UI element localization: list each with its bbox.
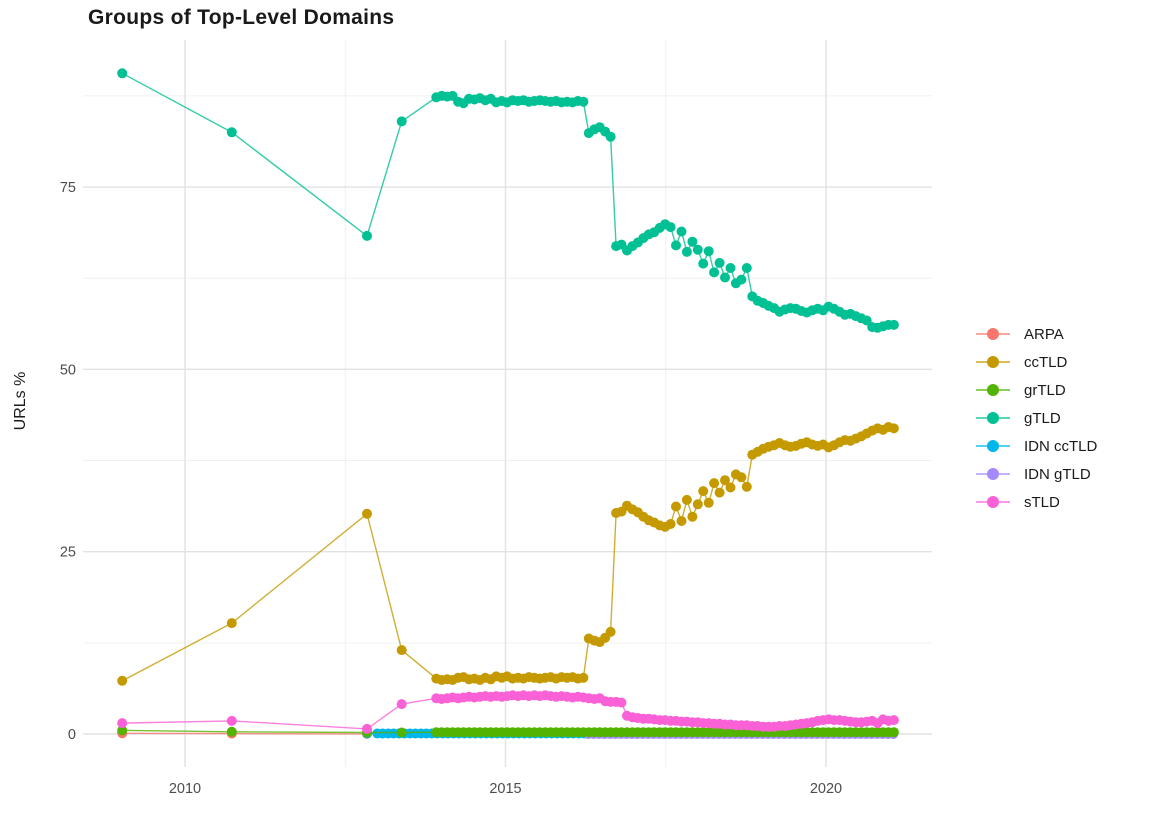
- data-point: [226, 726, 237, 737]
- legend: ARPA ccTLD grTLD gTLD IDN ccTLD IDN gTLD sTLD: [976, 320, 1097, 516]
- data-point: [605, 131, 616, 142]
- legend-label: sTLD: [1024, 493, 1060, 511]
- tick-labels: 0 25 50 75 2010 2015 2020: [60, 180, 842, 797]
- data-point: [226, 715, 237, 726]
- data-point: [725, 263, 736, 273]
- data-point: [861, 315, 872, 326]
- data-point: [578, 672, 589, 683]
- data-point: [692, 499, 703, 510]
- legend-item-grtld: grTLD: [976, 376, 1097, 404]
- legend-key-icon: [976, 383, 1010, 397]
- series-arpa: [117, 728, 372, 739]
- data-point: [703, 497, 714, 508]
- y-tick-label: 0: [68, 727, 76, 743]
- data-point: [741, 481, 752, 492]
- legend-item-idn-cctld: IDN ccTLD: [976, 432, 1097, 460]
- legend-key-icon: [976, 467, 1010, 481]
- data-point: [714, 257, 725, 268]
- series-gtld: [117, 68, 899, 333]
- data-point: [226, 127, 237, 138]
- data-point: [676, 516, 687, 526]
- data-point: [687, 511, 698, 522]
- data-point: [117, 718, 128, 729]
- data-point: [578, 96, 589, 107]
- data-point: [681, 246, 692, 257]
- legend-item-arpa: ARPA: [976, 320, 1097, 348]
- data-point: [698, 486, 709, 497]
- legend-key-icon: [976, 327, 1010, 341]
- data-point: [362, 723, 372, 734]
- data-point: [616, 697, 627, 708]
- legend-item-cctld: ccTLD: [976, 348, 1097, 376]
- data-point: [888, 715, 899, 726]
- legend-label: IDN ccTLD: [1024, 437, 1098, 455]
- y-tick-label: 50: [60, 362, 76, 378]
- data-point: [709, 478, 720, 489]
- x-tick-label: 2015: [489, 781, 521, 797]
- data-point: [681, 494, 692, 505]
- data-point: [888, 727, 899, 738]
- data-point: [736, 274, 747, 285]
- legend-label: ARPA: [1024, 325, 1064, 343]
- legend-key-icon: [976, 495, 1010, 509]
- data-point: [362, 508, 372, 519]
- legend-label: IDN gTLD: [1024, 465, 1091, 483]
- data-point: [698, 258, 709, 269]
- legend-label: ccTLD: [1024, 353, 1068, 371]
- data-point: [226, 618, 237, 629]
- data-point: [714, 487, 725, 498]
- data-point: [117, 725, 128, 736]
- data-point: [117, 675, 128, 686]
- data-point: [687, 236, 698, 247]
- data-point: [720, 475, 730, 486]
- data-point: [396, 699, 407, 710]
- series-cctld: [117, 422, 899, 686]
- series-stld: [117, 690, 899, 734]
- legend-item-stld: sTLD: [976, 488, 1097, 516]
- data-point: [692, 244, 703, 255]
- data-point: [725, 482, 736, 493]
- data-point: [741, 263, 752, 273]
- y-tick-label: 75: [60, 180, 76, 196]
- data-point: [396, 116, 407, 127]
- data-point: [709, 267, 720, 278]
- legend-key-icon: [976, 355, 1010, 369]
- data-point: [605, 626, 616, 637]
- data-point: [671, 501, 681, 512]
- y-tick-label: 25: [60, 545, 76, 561]
- x-tick-label: 2020: [810, 781, 842, 797]
- gridlines: [83, 40, 932, 767]
- legend-key-icon: [976, 439, 1010, 453]
- legend-key-icon: [976, 411, 1010, 425]
- data-point: [362, 230, 372, 241]
- series-grtld: [117, 725, 899, 738]
- chart-title: Groups of Top-Level Domains: [88, 6, 395, 29]
- data-point: [703, 246, 714, 257]
- data-point: [396, 645, 407, 656]
- legend-label: gTLD: [1024, 409, 1061, 427]
- data-point: [720, 272, 730, 283]
- data-point: [676, 226, 687, 237]
- data-point: [888, 319, 899, 330]
- data-point: [671, 240, 681, 251]
- legend-item-gtld: gTLD: [976, 404, 1097, 432]
- data-point: [736, 472, 747, 483]
- data-point: [117, 68, 128, 79]
- legend-item-idn-gtld: IDN gTLD: [976, 460, 1097, 488]
- y-axis-title: URLs %: [12, 371, 29, 431]
- data-point: [665, 519, 676, 529]
- data-point: [888, 423, 899, 434]
- x-tick-label: 2010: [169, 781, 201, 797]
- data-point: [396, 727, 407, 738]
- legend-label: grTLD: [1024, 381, 1066, 399]
- data-point: [665, 222, 676, 233]
